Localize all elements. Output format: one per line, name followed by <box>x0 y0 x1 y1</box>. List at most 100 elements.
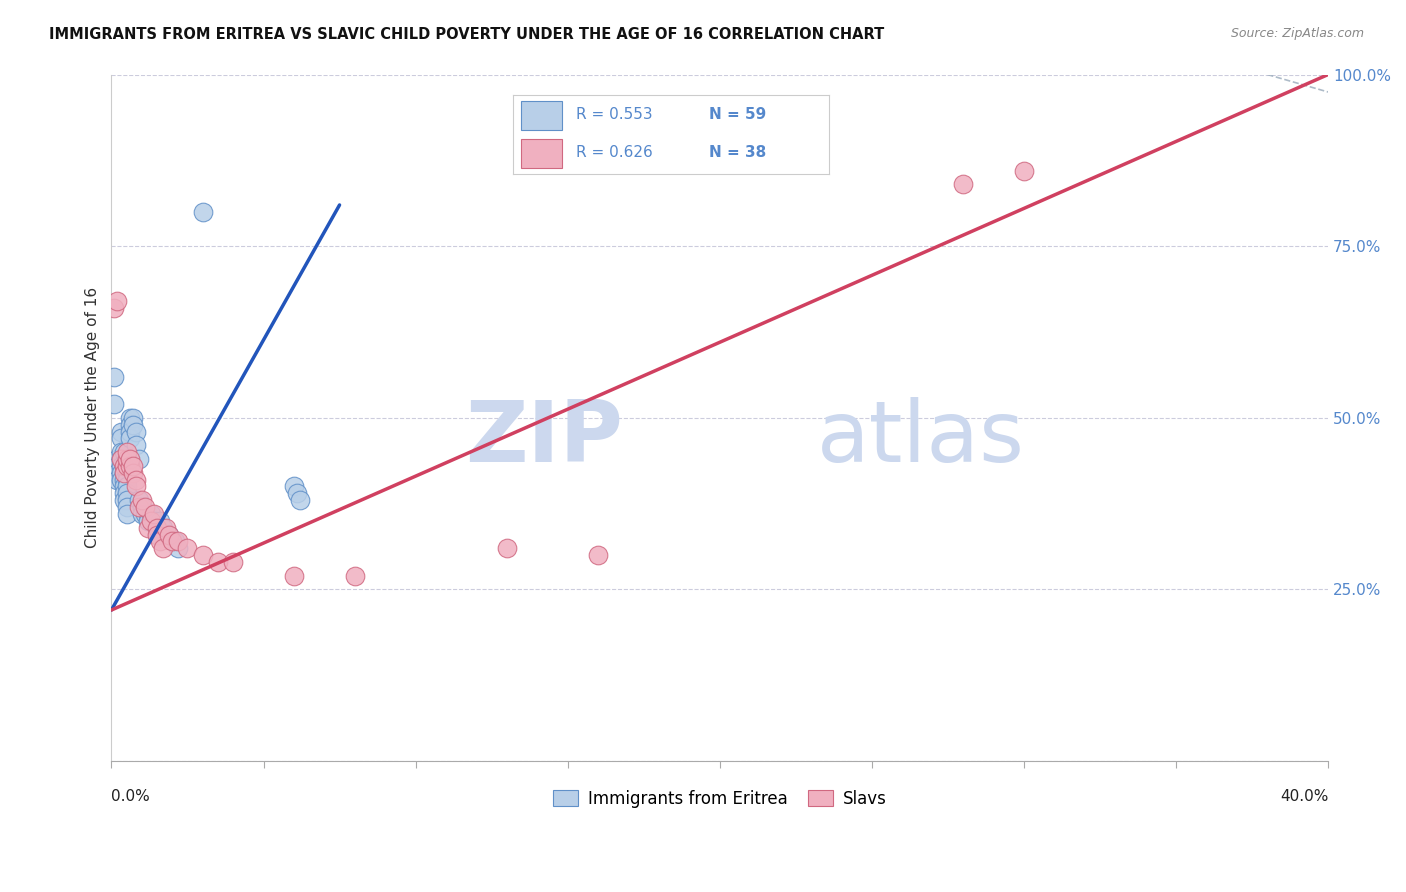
Point <box>191 548 214 562</box>
Point <box>146 527 169 541</box>
Point <box>167 534 190 549</box>
Y-axis label: Child Poverty Under the Age of 16: Child Poverty Under the Age of 16 <box>86 287 100 549</box>
Point <box>167 541 190 556</box>
Point <box>118 425 141 439</box>
Point <box>157 527 180 541</box>
Point <box>146 521 169 535</box>
Point <box>131 507 153 521</box>
Point <box>131 493 153 508</box>
Text: IMMIGRANTS FROM ERITREA VS SLAVIC CHILD POVERTY UNDER THE AGE OF 16 CORRELATION : IMMIGRANTS FROM ERITREA VS SLAVIC CHILD … <box>49 27 884 42</box>
Point <box>191 204 214 219</box>
Point <box>110 445 132 459</box>
Point <box>121 458 143 473</box>
Point <box>112 493 135 508</box>
Point <box>121 417 143 432</box>
Point <box>343 568 366 582</box>
Point <box>112 466 135 480</box>
Point <box>103 458 125 473</box>
Point <box>110 431 132 445</box>
Point <box>155 521 177 535</box>
Point <box>107 458 129 473</box>
Point <box>146 521 169 535</box>
Point <box>112 458 135 473</box>
Point <box>288 493 311 508</box>
Point <box>118 452 141 467</box>
Text: atlas: atlas <box>817 397 1025 480</box>
Point <box>112 445 135 459</box>
Point <box>152 541 174 556</box>
Point <box>110 452 132 467</box>
Point <box>115 479 138 493</box>
Point <box>125 473 148 487</box>
Text: Source: ZipAtlas.com: Source: ZipAtlas.com <box>1230 27 1364 40</box>
Point <box>107 466 129 480</box>
Point <box>125 438 148 452</box>
Point <box>149 534 172 549</box>
Point <box>128 493 150 508</box>
Point <box>162 534 184 549</box>
Point <box>115 500 138 514</box>
Point <box>118 431 141 445</box>
Point <box>110 466 132 480</box>
Point <box>112 458 135 473</box>
Point <box>222 555 245 569</box>
Point <box>952 178 974 192</box>
Point <box>121 466 143 480</box>
Point <box>115 493 138 508</box>
Point <box>103 397 125 411</box>
Point <box>110 425 132 439</box>
Point <box>134 500 156 514</box>
Point <box>136 521 159 535</box>
Point <box>125 425 148 439</box>
Point <box>143 514 166 528</box>
Point <box>125 479 148 493</box>
Point <box>110 473 132 487</box>
Point <box>162 534 184 549</box>
Point <box>107 294 129 309</box>
Point <box>112 486 135 500</box>
Point <box>136 507 159 521</box>
Point <box>146 527 169 541</box>
Point <box>157 527 180 541</box>
Point <box>118 417 141 432</box>
Point <box>495 541 517 556</box>
Point <box>115 445 138 459</box>
Point <box>139 507 162 521</box>
Point <box>152 521 174 535</box>
Point <box>115 507 138 521</box>
Point <box>112 479 135 493</box>
Point <box>207 555 229 569</box>
Point <box>110 458 132 473</box>
Point <box>118 458 141 473</box>
Point <box>283 479 305 493</box>
Point <box>155 527 177 541</box>
Point <box>103 301 125 315</box>
Point <box>115 452 138 467</box>
Point <box>128 500 150 514</box>
Point <box>112 466 135 480</box>
Point <box>143 507 166 521</box>
Point <box>134 507 156 521</box>
Point <box>283 568 305 582</box>
Point <box>118 452 141 467</box>
Point <box>110 452 132 467</box>
Point <box>115 486 138 500</box>
Point <box>131 500 153 514</box>
Point <box>121 410 143 425</box>
Point <box>103 369 125 384</box>
Point <box>149 514 172 528</box>
Point <box>285 486 308 500</box>
Point <box>107 473 129 487</box>
Point <box>118 410 141 425</box>
Point <box>1012 163 1035 178</box>
Text: 0.0%: 0.0% <box>111 789 150 804</box>
Point <box>115 473 138 487</box>
Point <box>586 548 609 562</box>
Point <box>115 458 138 473</box>
Point <box>176 541 198 556</box>
Point <box>165 534 187 549</box>
Point <box>115 466 138 480</box>
Point <box>112 473 135 487</box>
Text: 40.0%: 40.0% <box>1279 789 1329 804</box>
Point <box>128 452 150 467</box>
